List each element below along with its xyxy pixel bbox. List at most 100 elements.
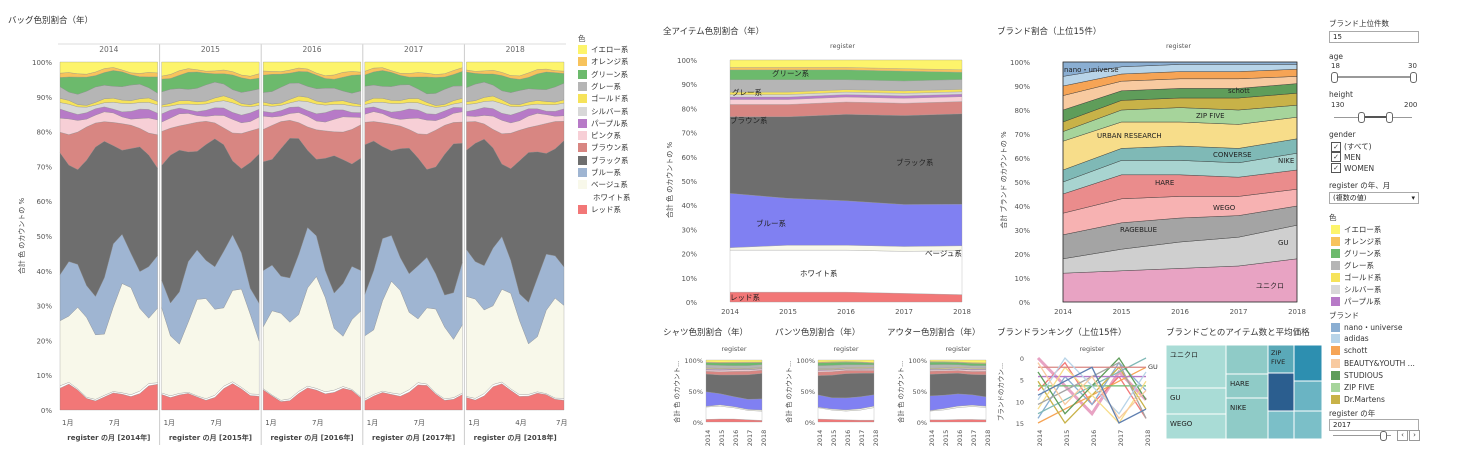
legend-item[interactable]: schott [1331,346,1368,356]
gender-label: gender [1329,130,1356,139]
prev-year-button[interactable]: ‹ [1397,430,1408,441]
y-tick-label: 70% [681,130,697,138]
legend-label: nano・universe [1344,323,1403,332]
legend-item[interactable]: ゴールド系 [1331,272,1382,283]
legend-label: パープル系 [591,118,629,128]
month-tick: 1月 [367,419,378,427]
area-label: グレー系 [732,87,762,97]
legend-item[interactable]: グリーン系 [578,69,628,80]
legend-swatch [578,69,587,79]
legend-swatch [1331,323,1340,332]
legend-item[interactable]: ブラック系 [578,155,629,166]
x-tick-label: 2014 [704,430,712,447]
legend-item[interactable]: ホワイト系 [578,191,631,203]
legend-item[interactable]: オレンジ系 [1331,236,1382,247]
legend-item[interactable]: イエロー系 [1331,224,1381,235]
x-tick-label: 2016 [1171,308,1189,316]
year-slider-handle[interactable] [1380,431,1387,441]
register-label: register [1079,345,1104,353]
legend-swatch [578,204,587,214]
height-slider-min-handle[interactable] [1358,112,1365,123]
legend-item[interactable]: グレー系 [578,81,621,92]
x-tick-label: 2016 [1090,430,1098,447]
month-tick: 7月 [556,419,567,427]
y-tick-label: 70% [36,163,52,171]
area-イエロー系 [705,359,763,363]
legend-item[interactable]: パープル系 [578,118,628,129]
legend-item[interactable]: ブルー系 [578,167,621,178]
legend-item[interactable]: グレー系 [1331,260,1374,271]
legend-item[interactable]: シルバー系 [578,106,629,117]
y-tick-label: 100% [796,357,815,365]
x-tick-label: 2015 [718,430,726,447]
legend-swatch [578,94,587,104]
x-tick-label: 2014 [928,430,936,447]
treemap-label: WEGO [1170,420,1193,428]
y-tick-label: 60% [1014,155,1030,163]
legend-item[interactable]: BEAUTY&YOUTH ... [1331,358,1415,368]
register-label: register [721,345,746,353]
age-slider-track[interactable] [1334,76,1416,78]
year-header-cell [465,32,565,44]
year-header: 2015 [201,45,220,54]
y-tick-label: 80% [681,105,697,113]
legend-item[interactable]: Dr.Martens [1331,395,1385,405]
y-tick-label: 100% [32,59,52,67]
legend-item[interactable]: STUDIOUS [1331,370,1383,380]
gender-women-checkbox[interactable]: ✓ WOMEN [1331,163,1374,173]
legend-swatch [1331,334,1340,344]
ym-dropdown[interactable]: (複数の値) ▾ [1329,192,1419,204]
y-tick-label: 50% [913,388,927,396]
chevron-down-icon: ▾ [1411,194,1415,202]
legend-item[interactable]: イエロー系 [578,44,628,55]
gender-men-checkbox[interactable]: ✓ MEN [1331,152,1361,162]
height-slider-max-handle[interactable] [1386,112,1393,123]
legend-item[interactable]: nano・universe [1331,322,1402,333]
legend-label: ブルー系 [591,168,621,177]
legend-item[interactable]: ベージュ系 [578,179,628,190]
y-axis-label: 合計 色 のカウントの % [17,197,26,274]
age-slider-max-handle[interactable] [1410,72,1417,83]
area-ブラック系 [929,373,987,397]
legend-item[interactable]: パープル系 [1331,296,1381,307]
next-year-button[interactable]: › [1409,430,1420,441]
legend-item[interactable]: グリーン系 [1331,248,1381,259]
x-tick-label: 2014 [1054,308,1072,316]
legend-label: レッド系 [591,204,621,214]
rank-line [1037,366,1147,424]
legend-item[interactable]: ブラウン系 [578,142,629,153]
y-tick-label: 50% [681,178,697,186]
y-tick-label: 100% [677,57,697,65]
legend-item[interactable]: ゴールド系 [578,93,629,104]
treemap-cell [1225,344,1269,375]
gender-all-checkbox[interactable]: ✓ (すべて) [1331,141,1372,152]
legend-item[interactable]: オレンジ系 [578,56,629,67]
legend-label: シルバー系 [1344,285,1382,294]
brand-share-title: ブランド割合（上位15件） [997,27,1102,37]
x-tick-label: 2016 [837,308,855,316]
legend-label: オレンジ系 [1344,237,1382,246]
legend-label: STUDIOUS [1344,370,1383,380]
year-input[interactable]: 2017 [1329,419,1419,431]
y-tick-label: 50% [689,388,703,396]
legend-item[interactable]: レッド系 [578,204,621,215]
legend-item[interactable]: シルバー系 [1331,284,1382,295]
y-tick-label: 40% [1014,203,1030,211]
legend-label: adidas [1344,334,1369,344]
rank-tick-label: 10 [1016,398,1024,406]
brand-top-input[interactable]: 15 [1329,31,1419,43]
legend-item[interactable]: ピンク系 [578,130,621,141]
legend-swatch [1331,285,1340,294]
age-slider-min-handle[interactable] [1331,72,1338,83]
month-tick: 4月 [515,419,526,427]
legend-item[interactable]: adidas [1331,334,1369,344]
year-slider-track[interactable] [1333,435,1391,436]
legend-label: schott [1344,346,1368,356]
legend-item[interactable]: ZIP FIVE [1331,383,1375,392]
age-label: age [1329,52,1343,61]
check-icon: ✓ [1331,163,1341,173]
age-max: 30 [1408,62,1417,70]
